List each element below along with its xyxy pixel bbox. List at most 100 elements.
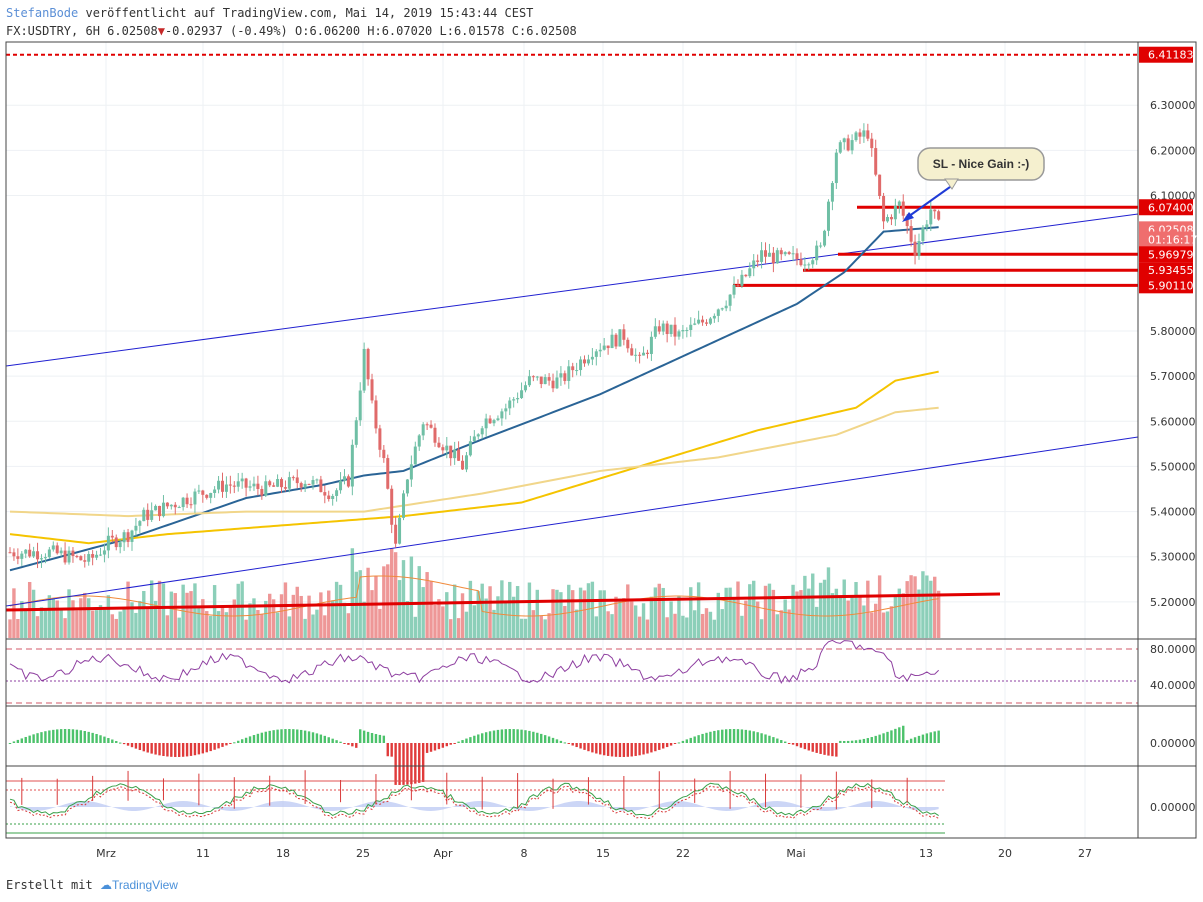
volume-bar xyxy=(917,589,921,638)
volume-bar xyxy=(484,598,488,638)
candle xyxy=(24,549,28,554)
macd-bar xyxy=(240,739,244,743)
candle xyxy=(586,359,590,364)
x-tick-label: 13 xyxy=(919,847,933,860)
candle xyxy=(142,509,146,522)
volume-bar xyxy=(370,590,374,638)
volume-bar xyxy=(559,592,563,638)
macd-bar xyxy=(925,733,929,743)
volume-bar xyxy=(244,619,248,638)
rsi-tick-label: 80.0000 xyxy=(1150,643,1196,656)
volume-bar xyxy=(323,615,327,638)
candle xyxy=(260,488,264,496)
volume-bar xyxy=(362,601,366,638)
macd-bar xyxy=(339,741,342,743)
published-text: veröffentlicht auf TradingView.com, Mai … xyxy=(85,6,534,20)
candle xyxy=(693,323,697,325)
candle xyxy=(268,481,272,486)
candle xyxy=(464,455,468,470)
candle xyxy=(708,318,712,324)
candle xyxy=(516,398,520,400)
macd-bar xyxy=(12,741,16,743)
candle xyxy=(909,226,913,242)
macd-bar xyxy=(811,743,814,752)
volume-bar xyxy=(645,619,650,638)
volume-bar xyxy=(578,587,583,638)
volume-bar xyxy=(236,583,240,638)
macd-bar xyxy=(870,737,873,743)
candle xyxy=(854,132,858,141)
candle xyxy=(342,476,346,481)
candle xyxy=(677,331,681,337)
macd-bar xyxy=(103,736,106,743)
volume-bar xyxy=(157,580,162,638)
author-name[interactable]: StefanBode xyxy=(6,6,79,20)
macd-bar xyxy=(402,743,405,785)
price-axis[interactable]: 6.300006.200006.100005.800005.700005.600… xyxy=(1139,46,1197,609)
candle xyxy=(579,359,583,371)
y-tick-label: 5.70000 xyxy=(1150,370,1196,383)
y-tick-label: 5.60000 xyxy=(1150,415,1196,428)
macd-bar xyxy=(280,729,283,743)
macd-bar xyxy=(488,731,492,743)
candle xyxy=(417,435,421,447)
candle xyxy=(232,485,236,487)
macd-bar xyxy=(827,743,830,756)
volume-bar xyxy=(696,582,701,638)
volume-bar xyxy=(397,580,402,638)
volume-bar xyxy=(846,600,850,638)
macd-bar xyxy=(618,743,622,757)
candle xyxy=(197,490,201,492)
volume-bar xyxy=(327,590,331,638)
moving-average-line xyxy=(9,406,939,518)
candle xyxy=(838,142,842,153)
candle xyxy=(106,535,110,551)
volume-bar xyxy=(71,600,75,638)
macd-bar xyxy=(701,733,704,743)
volume-bar xyxy=(653,587,658,638)
volume-bar xyxy=(205,611,209,638)
volume-bar xyxy=(803,575,807,638)
candle xyxy=(661,323,665,332)
volume-bar xyxy=(425,572,429,638)
macd-bar xyxy=(512,729,515,743)
macd-bar xyxy=(134,743,138,749)
tradingview-brand[interactable]: TradingView xyxy=(111,878,178,892)
candle xyxy=(87,554,91,562)
volume-bar xyxy=(279,594,284,638)
volume-bar xyxy=(413,616,418,638)
candle xyxy=(535,376,539,378)
macd-bar xyxy=(528,730,531,743)
volume-bar xyxy=(586,583,591,638)
candle xyxy=(523,385,527,391)
macd-bar xyxy=(99,735,102,743)
volume-bar xyxy=(83,592,87,638)
tradingview-logo-icon[interactable]: ☁ xyxy=(99,878,112,892)
time-axis[interactable]: Mrz 11 18 25 Apr 8 15 22 Mai 13 20 27 xyxy=(96,847,1092,860)
macd-bar xyxy=(917,735,921,743)
volume-bar xyxy=(791,584,795,638)
macd-bar xyxy=(457,741,460,743)
volume-bar xyxy=(256,610,260,638)
macd-bar xyxy=(858,739,862,743)
volume-bar xyxy=(488,586,492,638)
candle xyxy=(220,480,224,492)
annotation-callout[interactable]: SL - Nice Gain :-) xyxy=(902,147,1045,222)
volume-bar xyxy=(197,606,201,638)
candle xyxy=(382,449,386,459)
macd-bar xyxy=(559,740,563,743)
candle xyxy=(555,377,559,389)
macd-bar xyxy=(205,743,208,753)
macd-bar xyxy=(717,730,720,743)
macd-bar xyxy=(764,734,767,743)
macd-bar xyxy=(276,729,279,743)
candle xyxy=(858,132,862,137)
volume-bar xyxy=(822,579,827,638)
candle xyxy=(421,424,425,436)
volume-bar xyxy=(787,609,791,638)
candle xyxy=(95,554,99,558)
candle xyxy=(161,502,165,517)
candle xyxy=(752,260,756,269)
candle xyxy=(154,505,158,511)
